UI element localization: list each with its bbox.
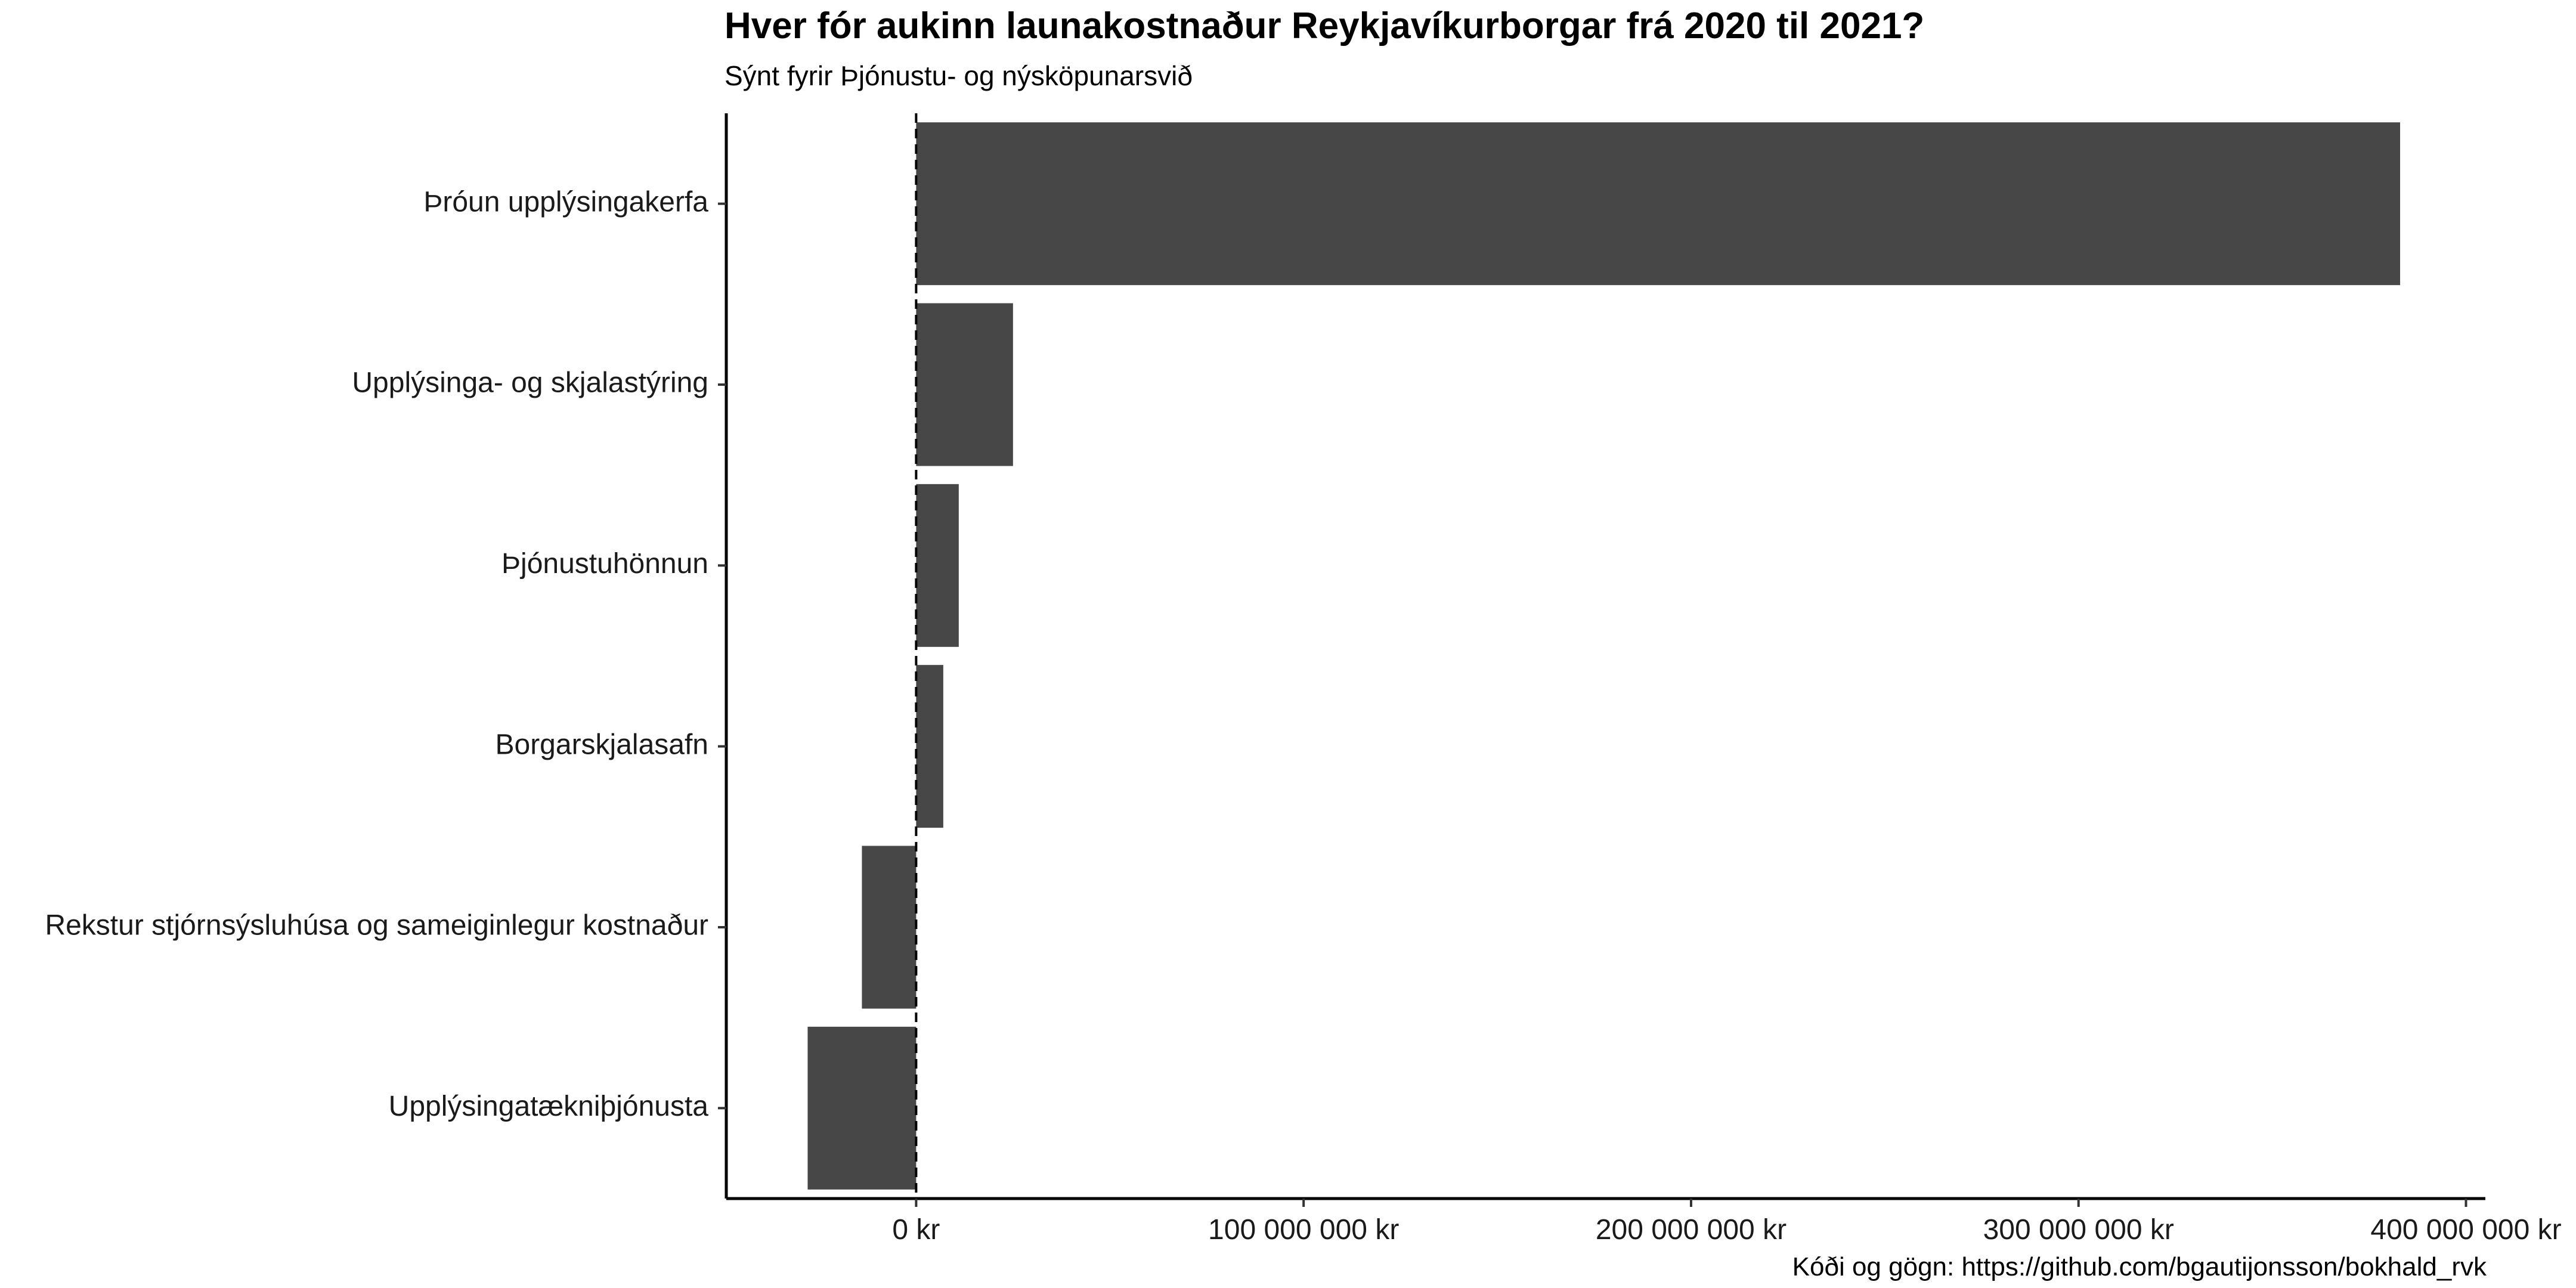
- chart-subtitle: Sýnt fyrir Þjónustu- og nýsköpunarsvið: [724, 60, 1193, 91]
- category-label: Þróun upplýsingakerfa: [423, 186, 708, 218]
- bars-group: [807, 122, 2401, 1190]
- x-tick-label: 300 000 000 kr: [1983, 1214, 2174, 1246]
- category-label: Rekstur stjórnsýsluhúsa og sameiginlegur…: [45, 910, 708, 942]
- bar: [862, 846, 917, 1009]
- category-label: Upplýsinga- og skjalastýring: [352, 367, 708, 399]
- x-tick-label: 200 000 000 kr: [1596, 1214, 1787, 1246]
- x-tick-label: 0 kr: [892, 1214, 940, 1246]
- bar: [916, 122, 2401, 286]
- y-axis-ticks: Þróun upplýsingakerfa Upplýsinga- og skja…: [45, 186, 726, 1122]
- category-label: Þjónustuhönnun: [501, 548, 708, 580]
- chart-title: Hver fór aukinn launakostnaður Reykjavík…: [724, 5, 1925, 47]
- chart-caption: Kóði og gögn: https://github.com/bgautij…: [1792, 1252, 2487, 1281]
- x-tick-label: 400 000 000 kr: [2370, 1214, 2561, 1246]
- x-tick-label: 100 000 000 kr: [1208, 1214, 1399, 1246]
- category-label: Upplýsingatækniþjónusta: [389, 1091, 709, 1122]
- category-label: Borgarskjalasafn: [495, 729, 708, 760]
- x-axis-ticks: 0 kr 100 000 000 kr 200 000 000 kr 300 000 …: [892, 1199, 2562, 1246]
- bar: [916, 665, 943, 828]
- bar: [807, 1026, 917, 1190]
- bar: [916, 484, 959, 647]
- bar: [916, 303, 1013, 466]
